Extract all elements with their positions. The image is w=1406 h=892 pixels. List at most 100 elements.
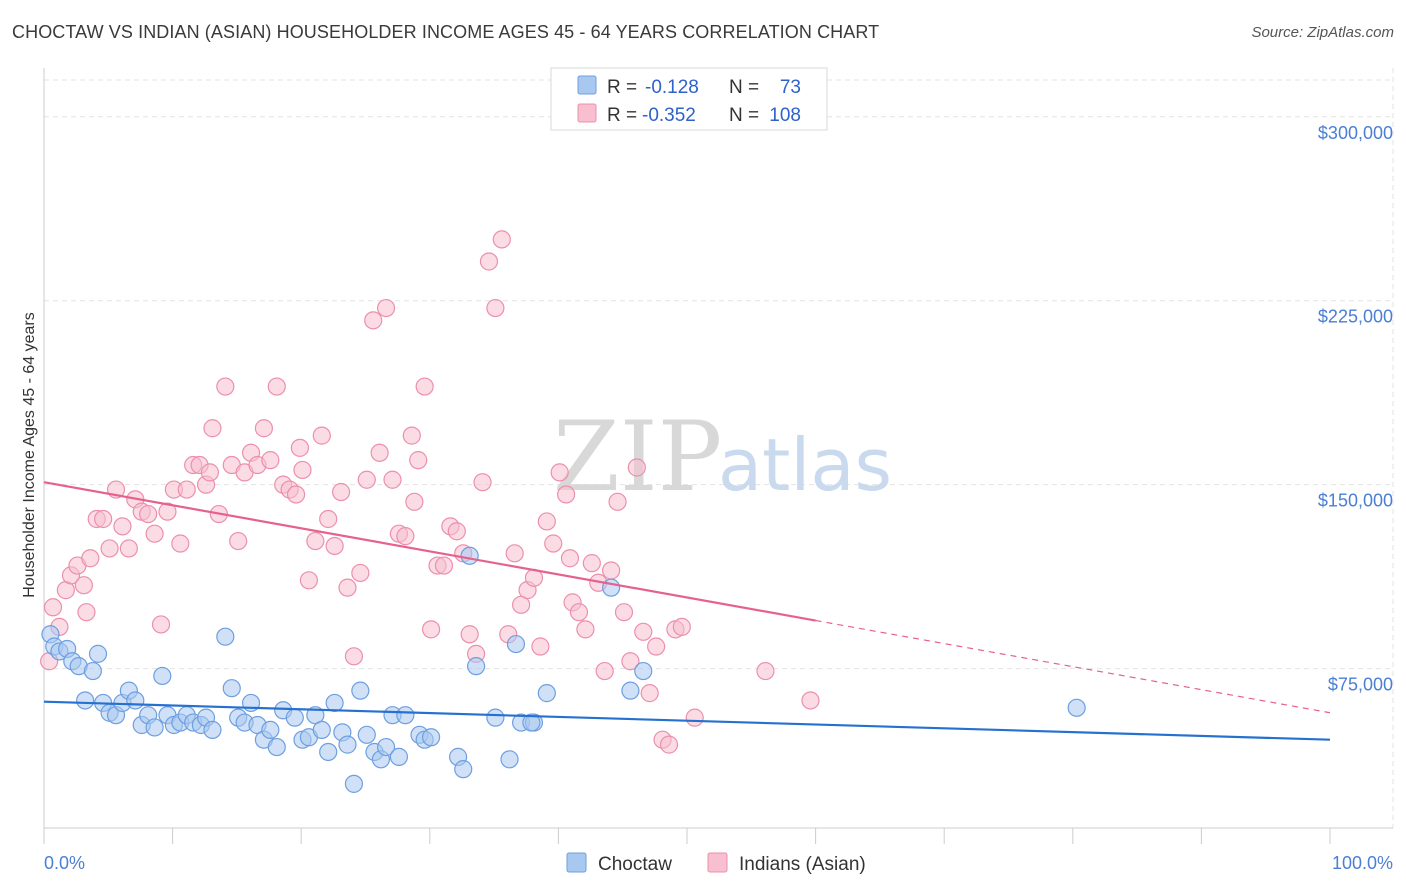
bottom-legend-label-choctaw: Choctaw [598, 854, 672, 875]
choctaw-point [222, 679, 241, 698]
watermark-atlas: atlas [718, 423, 892, 507]
choctaw-point [325, 693, 344, 713]
axes [43, 68, 1393, 844]
bottom-legend-swatch-indians-asian [707, 852, 728, 873]
indian-asian-point [306, 531, 325, 551]
indian-asian-point [171, 534, 190, 553]
indian-asian-point [415, 377, 434, 396]
choctaw-point [460, 546, 479, 565]
choctaw-point [634, 661, 653, 681]
indian-asian-point [81, 549, 100, 568]
indian-asian-point [544, 534, 563, 553]
choctaw-point [537, 684, 556, 703]
chart-source: Source: ZipAtlas.com [1251, 24, 1394, 41]
choctaw-point [153, 666, 172, 686]
indian-asian-point [254, 419, 274, 438]
trend-line-choctaw [43, 700, 1331, 741]
indian-asian-point [145, 524, 164, 543]
choctaw-point [338, 735, 357, 754]
choctaw-point [83, 661, 102, 681]
indian-asian-point [608, 492, 627, 511]
indian-asian-point [672, 617, 691, 636]
series-choctaw [41, 546, 1086, 793]
indian-asian-point [640, 684, 659, 703]
indian-asian-point [351, 563, 370, 583]
indian-asian-point [286, 485, 306, 504]
legend-r-value-indians-asian: -0.352 [642, 105, 696, 126]
choctaw-point [396, 706, 415, 725]
indian-asian-point [139, 504, 158, 524]
indian-asian-point [576, 620, 595, 639]
choctaw-point [466, 657, 486, 676]
indian-asian-point [376, 298, 396, 318]
indian-asian-point [113, 517, 132, 536]
indian-asian-point [447, 522, 466, 541]
indian-asian-point [801, 691, 820, 710]
y-tick-labels: $75,000 $150,000 $225,000 $300,000 [1318, 123, 1393, 695]
choctaw-point [285, 708, 304, 727]
choctaw-point [357, 725, 376, 744]
indian-asian-point [177, 480, 196, 499]
indian-asian-point [293, 460, 312, 480]
choctaw-point [621, 681, 640, 700]
choctaw-point [389, 747, 409, 766]
y-tick-label: $300,000 [1318, 123, 1393, 143]
indian-asian-point [151, 615, 171, 634]
indian-asian-point [402, 426, 421, 445]
indian-asian-point [267, 377, 286, 396]
choctaw-point [312, 720, 331, 740]
choctaw-point [126, 691, 145, 710]
legend-n-label-choctaw: N = [729, 77, 759, 98]
indian-asian-point [229, 531, 248, 551]
bottom-legend-label-indians-asian: Indians (Asian) [739, 854, 866, 875]
indian-asian-point [595, 661, 614, 681]
x-tick-label-max: 100.0% [1332, 853, 1393, 873]
indian-asian-point [647, 637, 666, 656]
choctaw-point [145, 718, 164, 737]
indian-asian-point [602, 561, 621, 580]
indian-asian-point [479, 252, 499, 271]
choctaw-point [76, 691, 95, 710]
indian-asian-point [319, 509, 338, 529]
indian-asian-point [370, 443, 389, 462]
choctaw-point [216, 627, 235, 646]
indian-asian-point [200, 463, 219, 482]
indian-asian-point [325, 536, 344, 556]
legend-n-value-indians-asian: 108 [769, 105, 801, 126]
indian-asian-point [560, 549, 580, 568]
choctaw-point [500, 750, 519, 769]
choctaw-point [486, 708, 505, 727]
indian-asian-point [216, 377, 235, 396]
indian-asian-point [100, 539, 119, 558]
legend-r-value-choctaw: -0.128 [645, 77, 699, 98]
choctaw-point [506, 634, 526, 654]
indian-asian-point [685, 708, 704, 727]
indian-asian-point [531, 637, 550, 656]
y-axis-label: Householder Income Ages 45 - 64 years [21, 312, 38, 598]
choctaw-point [351, 681, 370, 700]
indian-asian-point [77, 603, 96, 622]
indian-asian-point [537, 512, 556, 531]
indian-asian-point [409, 451, 428, 470]
choctaw-point [1067, 698, 1086, 717]
indian-asian-point [119, 539, 138, 558]
indian-asian-point [344, 647, 364, 666]
indian-asian-point [94, 509, 113, 529]
choctaw-point [421, 728, 441, 747]
choctaw-point [203, 720, 222, 740]
indian-asian-point [203, 419, 222, 438]
trend-line-indians-asian-dashed [815, 619, 1331, 714]
indian-asian-point [492, 230, 511, 249]
legend-box [550, 67, 828, 131]
legend-n-label-indians-asian: N = [729, 105, 759, 126]
y-tick-label: $225,000 [1318, 307, 1393, 327]
indian-asian-point [756, 661, 775, 681]
legend: R = -0.128 N = 73 R = -0.352 N = 108 [550, 67, 828, 131]
trend-lines [43, 481, 1331, 741]
indian-asian-point [299, 571, 319, 590]
indian-asian-point [43, 598, 63, 617]
x-tick-label-min: 0.0% [44, 853, 85, 873]
choctaw-point [522, 713, 541, 732]
choctaw-point [344, 774, 364, 793]
indian-asian-point [331, 482, 351, 502]
